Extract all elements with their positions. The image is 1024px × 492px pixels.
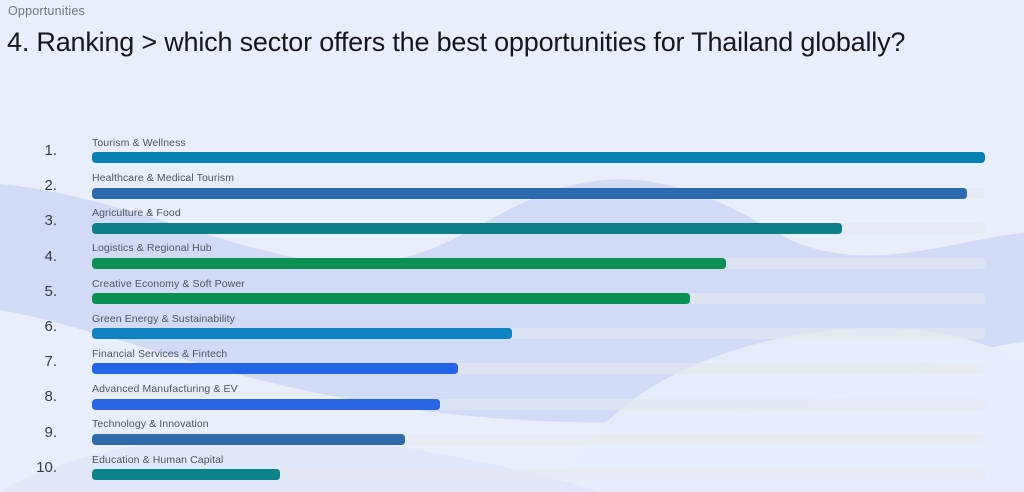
bar-block: Technology & Innovation <box>92 419 985 445</box>
ranking-row: 8. Advanced Manufacturing & EV <box>0 379 1024 414</box>
bar-fill <box>92 433 405 445</box>
ranking-row: 1. Tourism & Wellness <box>0 133 1024 168</box>
bar-block: Financial Services & Fintech <box>92 349 985 375</box>
rank-number: 7. <box>44 353 57 371</box>
ranking-row: 4. Logistics & Regional Hub <box>0 239 1024 274</box>
ranking-list: 1. Tourism & Wellness 2. Healthcare & Me… <box>0 133 1024 485</box>
rank-number: 1. <box>44 142 57 160</box>
rank-number: 5. <box>44 282 57 300</box>
bar-label: Technology & Innovation <box>92 418 209 431</box>
ranking-row: 3. Agriculture & Food <box>0 203 1024 238</box>
rank-number: 10. <box>36 458 57 476</box>
bar-fill <box>92 222 843 234</box>
bar-label: Green Energy & Sustainability <box>92 312 235 325</box>
bar-block: Education & Human Capital <box>92 455 985 481</box>
bar-label: Logistics & Regional Hub <box>92 242 212 255</box>
rank-number: 9. <box>44 423 57 441</box>
bar-fill <box>92 469 280 481</box>
ranking-row: 9. Technology & Innovation <box>0 415 1024 450</box>
bar-track <box>92 433 985 445</box>
bar-block: Agriculture & Food <box>92 208 985 234</box>
rank-number: 6. <box>44 318 57 336</box>
bar-label: Advanced Manufacturing & EV <box>92 383 238 396</box>
bar-label: Financial Services & Fintech <box>92 347 228 360</box>
bar-block: Creative Economy & Soft Power <box>92 279 985 305</box>
rank-number: 2. <box>44 177 57 195</box>
page-title: 4. Ranking > which sector offers the bes… <box>7 27 906 57</box>
rank-number: 4. <box>44 247 57 265</box>
ranking-row: 7. Financial Services & Fintech <box>0 344 1024 379</box>
bar-fill <box>92 257 727 269</box>
bar-block: Logistics & Regional Hub <box>92 243 985 269</box>
bar-block: Green Energy & Sustainability <box>92 314 985 340</box>
bar-fill <box>92 187 968 199</box>
bar-track <box>92 222 985 234</box>
bar-track <box>92 187 985 199</box>
ranking-row: 2. Healthcare & Medical Tourism <box>0 168 1024 203</box>
bar-track <box>92 363 985 375</box>
bar-fill <box>92 293 691 305</box>
rank-number: 8. <box>44 388 57 406</box>
ranking-row: 6. Green Energy & Sustainability <box>0 309 1024 344</box>
bar-track <box>92 398 985 410</box>
rank-number: 3. <box>44 212 57 230</box>
bar-label: Education & Human Capital <box>92 453 224 466</box>
section-label: Opportunities <box>8 4 85 18</box>
ranking-row: 10. Education & Human Capital <box>0 450 1024 485</box>
bar-block: Healthcare & Medical Tourism <box>92 173 985 199</box>
bar-track <box>92 328 985 340</box>
bar-block: Advanced Manufacturing & EV <box>92 384 985 410</box>
bar-block: Tourism & Wellness <box>92 138 985 164</box>
ranking-row: 5. Creative Economy & Soft Power <box>0 274 1024 309</box>
bar-track <box>92 257 985 269</box>
bar-track <box>92 293 985 305</box>
bar-label: Tourism & Wellness <box>92 136 186 149</box>
bar-fill <box>92 328 512 340</box>
bar-fill <box>92 398 441 410</box>
bar-track <box>92 469 985 481</box>
bar-track <box>92 152 985 164</box>
bar-fill <box>92 152 985 164</box>
bar-label: Healthcare & Medical Tourism <box>92 172 235 185</box>
bar-label: Creative Economy & Soft Power <box>92 277 245 290</box>
bar-label: Agriculture & Food <box>92 207 181 220</box>
bar-fill <box>92 363 459 375</box>
